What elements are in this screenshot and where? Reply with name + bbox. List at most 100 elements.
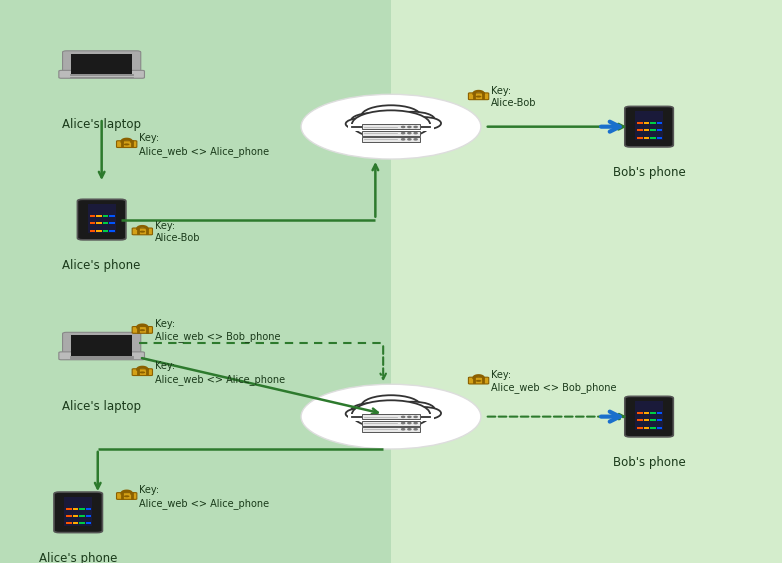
Bar: [391, 0, 782, 282]
FancyBboxPatch shape: [635, 401, 663, 430]
Bar: [90, 222, 95, 224]
Bar: [644, 137, 649, 138]
Bar: [637, 427, 643, 429]
Bar: [73, 515, 78, 517]
Text: Key:
Alice-Bob: Key: Alice-Bob: [491, 86, 536, 108]
FancyBboxPatch shape: [468, 93, 489, 100]
Bar: [644, 412, 649, 414]
Bar: [73, 522, 78, 525]
Bar: [0, 0, 391, 282]
FancyBboxPatch shape: [77, 199, 126, 240]
Bar: [657, 137, 662, 138]
Bar: [109, 222, 115, 224]
Circle shape: [407, 132, 411, 133]
Bar: [657, 122, 662, 124]
FancyBboxPatch shape: [362, 137, 421, 142]
Bar: [651, 412, 655, 414]
FancyBboxPatch shape: [59, 352, 145, 360]
Bar: [96, 222, 102, 224]
Bar: [651, 419, 655, 421]
FancyBboxPatch shape: [362, 421, 421, 426]
Bar: [644, 129, 649, 132]
Bar: [348, 124, 434, 131]
Circle shape: [407, 429, 411, 430]
Circle shape: [361, 395, 421, 417]
Bar: [637, 129, 643, 132]
Bar: [644, 419, 649, 421]
FancyBboxPatch shape: [88, 204, 116, 233]
FancyBboxPatch shape: [64, 497, 92, 526]
Bar: [109, 215, 115, 217]
Bar: [96, 230, 102, 232]
Circle shape: [346, 118, 377, 129]
FancyBboxPatch shape: [362, 427, 421, 432]
Bar: [90, 215, 95, 217]
Text: Key:
Alice_web <> Alice_phone: Key: Alice_web <> Alice_phone: [139, 485, 269, 508]
FancyBboxPatch shape: [71, 54, 132, 74]
Bar: [73, 508, 78, 510]
Circle shape: [301, 94, 481, 159]
Circle shape: [139, 231, 145, 233]
Text: Key:
Alice_web <> Bob_phone: Key: Alice_web <> Bob_phone: [491, 370, 616, 393]
Bar: [651, 137, 655, 138]
Circle shape: [402, 138, 405, 140]
Bar: [103, 230, 108, 232]
Bar: [80, 522, 85, 525]
Bar: [637, 122, 643, 124]
Circle shape: [402, 422, 405, 423]
Bar: [66, 515, 72, 517]
Circle shape: [139, 329, 145, 331]
Circle shape: [351, 113, 392, 128]
Text: Alice's phone: Alice's phone: [39, 552, 117, 563]
Circle shape: [352, 400, 430, 428]
Circle shape: [414, 429, 418, 430]
Circle shape: [407, 417, 411, 418]
Bar: [0, 282, 391, 563]
FancyBboxPatch shape: [362, 414, 421, 419]
Text: Alice's laptop: Alice's laptop: [62, 118, 142, 131]
Bar: [644, 427, 649, 429]
Bar: [651, 129, 655, 132]
Bar: [391, 282, 782, 563]
Bar: [86, 508, 91, 510]
Circle shape: [124, 144, 130, 145]
Bar: [637, 137, 643, 138]
Text: Bob's phone: Bob's phone: [612, 456, 686, 469]
Bar: [657, 427, 662, 429]
Bar: [86, 515, 91, 517]
Circle shape: [414, 417, 418, 418]
Circle shape: [391, 402, 435, 418]
Circle shape: [351, 403, 392, 418]
FancyBboxPatch shape: [132, 228, 152, 235]
FancyBboxPatch shape: [71, 336, 132, 356]
Circle shape: [301, 384, 481, 449]
Circle shape: [407, 407, 441, 419]
FancyBboxPatch shape: [63, 332, 141, 359]
Bar: [80, 508, 85, 510]
FancyBboxPatch shape: [362, 131, 421, 136]
FancyBboxPatch shape: [635, 111, 663, 140]
FancyBboxPatch shape: [625, 396, 673, 437]
Text: Bob's phone: Bob's phone: [612, 166, 686, 179]
Bar: [96, 215, 102, 217]
Bar: [103, 215, 108, 217]
Text: Alice's laptop: Alice's laptop: [62, 400, 142, 413]
Bar: [66, 522, 72, 525]
Circle shape: [402, 429, 405, 430]
Bar: [657, 412, 662, 414]
Circle shape: [414, 138, 418, 140]
Circle shape: [124, 495, 130, 497]
Circle shape: [414, 132, 418, 133]
Circle shape: [139, 372, 145, 373]
Text: Key:
Alice_web <> Bob_phone: Key: Alice_web <> Bob_phone: [155, 319, 280, 342]
Circle shape: [475, 96, 482, 97]
FancyBboxPatch shape: [468, 377, 489, 384]
Bar: [651, 122, 655, 124]
Bar: [644, 122, 649, 124]
Circle shape: [402, 132, 405, 133]
Bar: [348, 414, 434, 421]
Bar: [86, 522, 91, 525]
Circle shape: [402, 417, 405, 418]
FancyBboxPatch shape: [625, 106, 673, 147]
Text: Alice's phone: Alice's phone: [63, 259, 141, 272]
